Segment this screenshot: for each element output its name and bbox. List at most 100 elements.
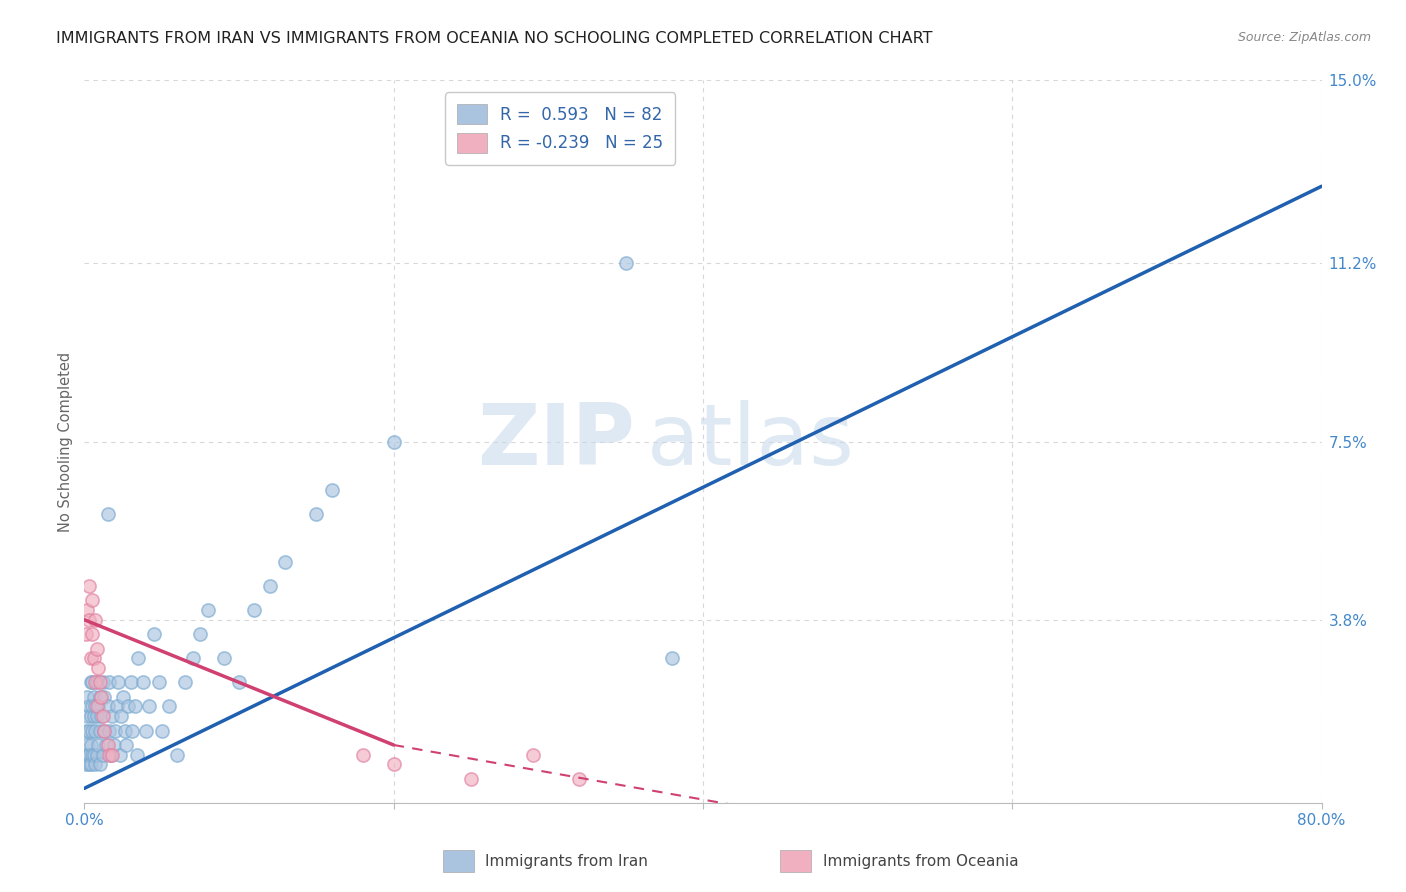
Point xyxy=(91,747,114,762)
Text: Immigrants from Oceania: Immigrants from Oceania xyxy=(823,855,1018,869)
Point xyxy=(76,709,98,723)
Point xyxy=(89,675,111,690)
Point xyxy=(83,690,105,704)
Point xyxy=(174,675,197,690)
Text: Immigrants from Iran: Immigrants from Iran xyxy=(485,855,648,869)
Point xyxy=(83,747,105,762)
Point xyxy=(101,709,124,723)
Point xyxy=(117,699,139,714)
Point xyxy=(75,757,97,772)
Point xyxy=(84,757,107,772)
Point xyxy=(77,747,100,762)
Point xyxy=(243,603,266,617)
Point xyxy=(460,772,482,786)
Point xyxy=(274,555,297,569)
Text: Source: ZipAtlas.com: Source: ZipAtlas.com xyxy=(1237,31,1371,45)
Point xyxy=(77,699,100,714)
Point xyxy=(91,709,114,723)
Point xyxy=(124,699,146,714)
Point xyxy=(382,434,405,449)
Point xyxy=(228,675,250,690)
Point xyxy=(138,699,160,714)
Point xyxy=(89,690,111,704)
Point xyxy=(84,699,107,714)
Point xyxy=(79,757,101,772)
Point xyxy=(181,651,204,665)
Point xyxy=(83,709,105,723)
Point xyxy=(96,738,118,752)
Legend: R =  0.593   N = 82, R = -0.239   N = 25: R = 0.593 N = 82, R = -0.239 N = 25 xyxy=(446,92,675,164)
Point xyxy=(87,699,110,714)
Point xyxy=(305,507,328,521)
Point xyxy=(121,723,143,738)
Point xyxy=(75,723,97,738)
Point xyxy=(101,747,124,762)
Point xyxy=(76,690,98,704)
Point xyxy=(352,747,374,762)
Point xyxy=(103,738,125,752)
Point xyxy=(96,507,118,521)
Point xyxy=(94,738,117,752)
Point xyxy=(90,709,112,723)
Point xyxy=(77,613,100,627)
Point xyxy=(76,603,98,617)
Text: atlas: atlas xyxy=(647,400,855,483)
Text: ZIP: ZIP xyxy=(477,400,636,483)
Point xyxy=(120,675,142,690)
Point xyxy=(98,675,121,690)
Point xyxy=(321,483,343,497)
Point xyxy=(105,699,128,714)
Point xyxy=(75,747,97,762)
Point xyxy=(79,738,101,752)
Point xyxy=(82,699,104,714)
Point xyxy=(100,747,122,762)
Point xyxy=(75,627,97,641)
Point xyxy=(89,723,111,738)
Point xyxy=(382,757,405,772)
Point xyxy=(82,747,104,762)
Point xyxy=(86,641,108,656)
Point xyxy=(159,699,180,714)
Point xyxy=(98,723,121,738)
Point xyxy=(86,675,108,690)
Point xyxy=(86,699,108,714)
Y-axis label: No Schooling Completed: No Schooling Completed xyxy=(58,351,73,532)
Point xyxy=(89,757,111,772)
Point xyxy=(127,651,149,665)
Point xyxy=(90,690,112,704)
Point xyxy=(568,772,591,786)
Point xyxy=(84,723,107,738)
Point xyxy=(87,738,110,752)
Point xyxy=(197,603,219,617)
Point xyxy=(188,627,211,641)
Point xyxy=(104,723,127,738)
Point xyxy=(93,690,115,704)
Point xyxy=(77,723,100,738)
Point xyxy=(86,709,108,723)
Point xyxy=(115,738,138,752)
Point xyxy=(86,747,108,762)
Point xyxy=(84,675,107,690)
Point xyxy=(84,613,107,627)
Point xyxy=(79,651,101,665)
Point xyxy=(614,256,637,270)
Point xyxy=(76,747,98,762)
Point xyxy=(108,747,131,762)
Point xyxy=(82,723,104,738)
Point xyxy=(87,661,110,675)
Point xyxy=(135,723,157,738)
Point xyxy=(110,709,132,723)
Point xyxy=(114,723,136,738)
Point xyxy=(93,723,115,738)
Point xyxy=(661,651,683,665)
Point xyxy=(82,675,104,690)
Point xyxy=(79,709,101,723)
Point xyxy=(83,651,105,665)
Point xyxy=(125,747,148,762)
Text: IMMIGRANTS FROM IRAN VS IMMIGRANTS FROM OCEANIA NO SCHOOLING COMPLETED CORRELATI: IMMIGRANTS FROM IRAN VS IMMIGRANTS FROM … xyxy=(56,31,932,46)
Point xyxy=(522,747,544,762)
Point xyxy=(93,723,115,738)
Point xyxy=(91,675,114,690)
Point xyxy=(259,579,281,593)
Point xyxy=(77,579,100,593)
